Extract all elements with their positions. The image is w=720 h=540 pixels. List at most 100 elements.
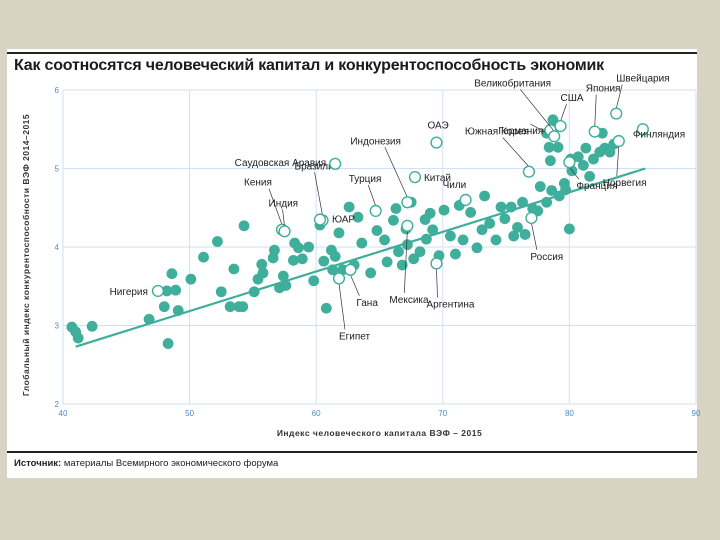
leader-line	[519, 89, 555, 132]
y-tick-label: 6	[55, 86, 60, 95]
highlighted-point	[408, 171, 422, 184]
y-tick-label: 4	[55, 243, 60, 252]
data-point	[379, 234, 390, 246]
data-point	[371, 225, 383, 236]
data-point	[401, 239, 413, 251]
highlighted-point	[548, 130, 561, 143]
data-point	[484, 218, 496, 229]
country-label: Индия	[269, 198, 299, 209]
data-point	[161, 285, 173, 297]
highlighted-point	[636, 123, 649, 136]
leader-line	[338, 283, 346, 330]
data-point	[577, 159, 589, 171]
highlighted-point	[554, 120, 567, 133]
data-point	[86, 320, 98, 332]
highlighted-point	[151, 284, 165, 298]
country-label: Гана	[356, 298, 378, 309]
data-point	[457, 234, 469, 246]
data-point	[414, 246, 426, 258]
data-point	[427, 224, 439, 236]
country-label: Аргентина	[426, 299, 474, 310]
data-point	[166, 268, 178, 280]
country-label: Индонезия	[350, 136, 401, 147]
x-tick-label: 50	[185, 409, 194, 418]
leader-line	[569, 167, 580, 180]
data-point	[450, 248, 461, 260]
highlighted-point	[430, 136, 443, 149]
data-point	[237, 301, 249, 313]
data-point	[508, 230, 520, 242]
y-tick-label: 5	[55, 165, 60, 174]
x-tick-label: 60	[312, 409, 321, 418]
source-rule	[7, 451, 697, 453]
data-point	[293, 242, 304, 254]
data-point	[396, 259, 408, 271]
y-tick-label: 2	[55, 400, 60, 409]
data-point	[438, 204, 450, 216]
data-point	[534, 181, 546, 192]
data-point	[343, 201, 355, 213]
highlighted-point	[313, 213, 327, 226]
highlighted-point	[522, 165, 535, 178]
country-label: Кения	[244, 178, 272, 189]
data-point	[333, 227, 345, 239]
leader-line	[404, 230, 408, 293]
data-point	[476, 224, 488, 236]
data-point	[257, 267, 269, 279]
country-label: Россия	[530, 252, 563, 263]
data-point	[541, 196, 553, 208]
data-point	[560, 184, 572, 196]
data-point	[479, 190, 490, 202]
data-point	[465, 207, 477, 218]
data-point	[546, 185, 558, 196]
country-label: США	[561, 93, 584, 104]
country-label: Япония	[586, 84, 621, 95]
data-point	[584, 170, 596, 182]
country-label: Нигерия	[110, 287, 148, 298]
country-label: Швейцария	[616, 74, 669, 85]
data-point	[162, 338, 174, 349]
country-label: Саудовская Аравия	[235, 158, 327, 169]
highlighted-point	[401, 196, 414, 209]
x-tick-label: 40	[59, 409, 68, 418]
data-point	[327, 264, 339, 276]
data-point	[505, 201, 517, 213]
country-label: Франция	[576, 181, 617, 192]
data-point	[381, 256, 393, 268]
country-label: ЮАР	[332, 215, 355, 226]
country-label: Великобритания	[474, 77, 551, 89]
data-point	[499, 213, 511, 225]
data-point	[72, 332, 84, 344]
data-point	[277, 270, 289, 282]
data-point	[495, 201, 507, 213]
country-label: Бразилия	[295, 161, 340, 172]
data-point	[320, 302, 332, 314]
data-point	[588, 153, 599, 165]
country-label: Южная Корея	[465, 127, 529, 138]
leader-line	[560, 103, 567, 122]
data-point	[158, 301, 170, 313]
y-tick-label: 3	[55, 322, 60, 331]
country-label: Германия	[498, 126, 543, 137]
data-point	[580, 142, 592, 154]
x-tick-label: 80	[565, 409, 574, 418]
country-label: Норвегия	[603, 178, 647, 189]
highlighted-point	[344, 263, 357, 276]
leader-line	[367, 184, 377, 207]
data-point	[512, 221, 523, 233]
leader-line	[615, 84, 623, 109]
data-point	[308, 275, 320, 287]
data-point	[408, 253, 420, 265]
highlighted-point	[525, 211, 538, 225]
source-text: материалы Всемирного экономического фору…	[63, 458, 279, 469]
highlighted-point	[278, 225, 291, 238]
leader-line	[502, 137, 530, 167]
highlighted-point	[329, 157, 342, 170]
data-point	[248, 286, 260, 298]
source-label: Источник:	[14, 458, 62, 469]
highlighted-point	[401, 219, 414, 232]
y-axis-title: Глобальный индекс конкурентоспособности …	[21, 114, 31, 396]
data-point	[143, 313, 155, 325]
data-point	[393, 246, 404, 258]
